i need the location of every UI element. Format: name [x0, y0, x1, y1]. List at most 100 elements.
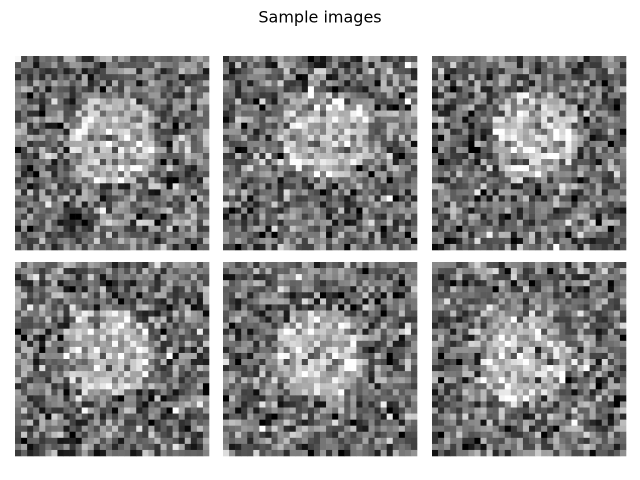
pixel	[577, 116, 584, 123]
pixel	[81, 171, 89, 178]
pixel	[241, 110, 248, 117]
pixel	[438, 86, 445, 93]
pixel	[565, 231, 572, 239]
pixel	[432, 243, 439, 251]
pixel	[571, 62, 578, 69]
pixel	[559, 122, 566, 130]
pixel	[362, 56, 369, 63]
pixel	[202, 334, 210, 342]
pixel	[398, 371, 406, 378]
pixel	[368, 304, 375, 311]
pixel	[57, 389, 64, 396]
pixel	[510, 171, 518, 178]
pixel	[27, 134, 34, 142]
pixel	[398, 231, 406, 239]
pixel	[474, 171, 481, 178]
pixel	[450, 134, 457, 142]
pixel	[547, 128, 554, 136]
pixel	[69, 395, 76, 402]
pixel	[196, 231, 204, 239]
pixel	[313, 328, 321, 336]
pixel	[142, 377, 149, 384]
pixel	[81, 352, 89, 360]
pixel	[410, 110, 418, 117]
pixel	[93, 243, 101, 251]
pixel	[486, 134, 493, 142]
pixel	[398, 304, 406, 311]
pixel	[589, 80, 596, 87]
pixel	[178, 62, 186, 69]
pixel	[410, 292, 418, 299]
pixel	[380, 262, 387, 269]
pixel	[184, 201, 192, 208]
pixel	[283, 98, 290, 105]
pixel	[253, 395, 260, 402]
pixel	[235, 237, 242, 245]
pixel	[577, 171, 584, 178]
pixel	[223, 292, 230, 299]
pixel	[172, 134, 179, 142]
pixel	[350, 219, 357, 227]
pixel	[386, 219, 394, 227]
pixel	[241, 134, 248, 142]
pixel	[398, 286, 406, 293]
pixel	[589, 134, 596, 142]
pixel	[468, 183, 475, 190]
pixel	[130, 310, 137, 317]
pixel	[277, 177, 284, 184]
pixel	[223, 74, 230, 81]
pixel	[283, 280, 290, 287]
pixel	[87, 165, 95, 172]
pixel	[69, 213, 76, 220]
pixel	[87, 334, 95, 342]
pixel	[247, 292, 254, 299]
pixel	[247, 231, 254, 239]
pixel	[320, 195, 327, 202]
pixel	[326, 365, 333, 372]
pixel	[301, 219, 309, 227]
pixel	[142, 128, 149, 136]
pixel	[492, 104, 499, 111]
pixel	[247, 177, 254, 184]
pixel	[223, 165, 230, 172]
pixel	[75, 310, 82, 317]
pixel	[130, 352, 137, 360]
pixel	[386, 225, 394, 233]
pixel	[33, 68, 40, 75]
pixel	[63, 280, 70, 287]
pixel	[571, 165, 578, 172]
pixel	[241, 231, 248, 239]
pixel	[362, 389, 369, 396]
pixel	[63, 274, 70, 281]
pixel	[307, 56, 315, 63]
pixel	[184, 171, 192, 178]
pixel	[492, 183, 499, 190]
pixel	[368, 104, 375, 111]
pixel	[148, 207, 155, 214]
pixel	[577, 62, 584, 69]
pixel	[27, 68, 34, 75]
pixel	[271, 334, 278, 342]
pixel	[577, 201, 584, 208]
pixel	[535, 146, 542, 154]
pixel	[223, 183, 230, 190]
pixel	[142, 122, 149, 130]
pixel	[498, 80, 506, 87]
pixel	[112, 407, 119, 414]
pixel	[571, 56, 578, 63]
pixel	[368, 280, 375, 287]
pixel	[154, 352, 161, 360]
pixel	[344, 165, 351, 172]
pixel	[75, 449, 82, 457]
pixel	[432, 116, 439, 123]
pixel	[607, 98, 615, 105]
pixel	[583, 207, 590, 214]
pixel	[295, 383, 303, 390]
pixel	[112, 340, 119, 348]
pixel	[344, 237, 351, 245]
pixel	[535, 243, 542, 251]
pixel	[462, 74, 469, 81]
pixel	[516, 68, 524, 75]
pixel	[295, 146, 303, 154]
pixel	[172, 213, 179, 220]
